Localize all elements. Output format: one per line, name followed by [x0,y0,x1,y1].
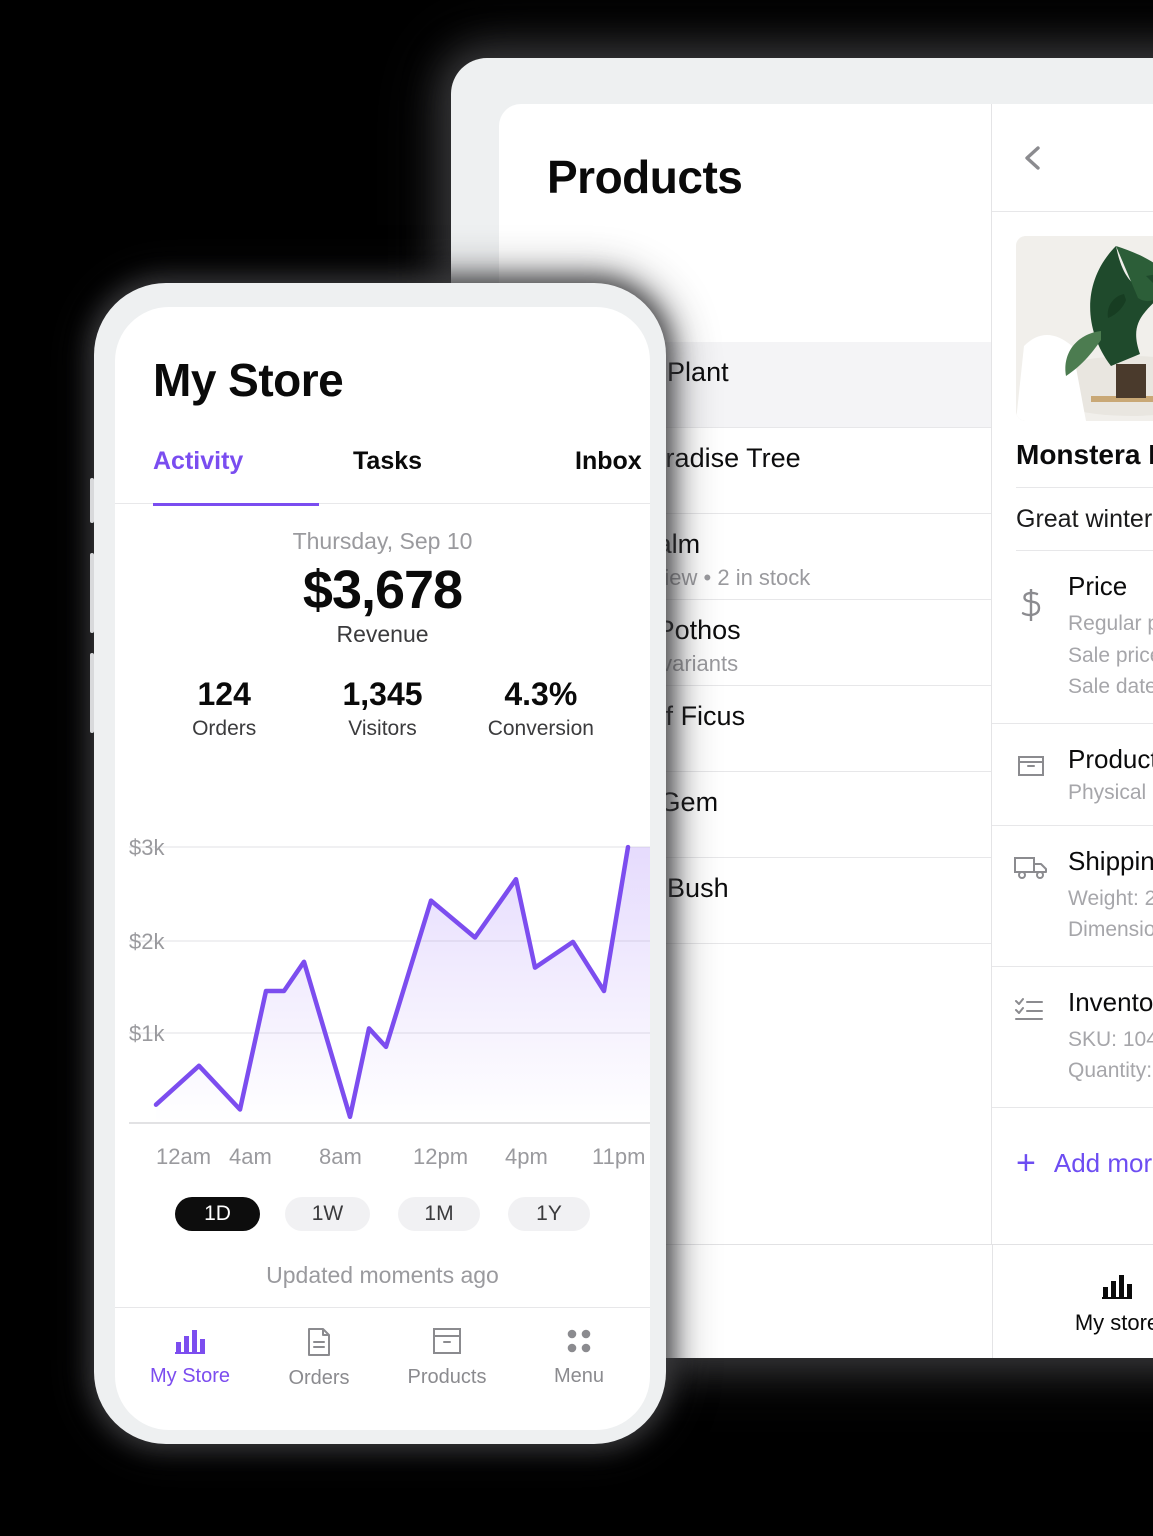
svg-text:8am: 8am [319,1144,362,1169]
svg-text:12pm: 12pm [413,1144,468,1169]
svg-text:$3k: $3k [129,835,165,860]
svg-text:11pm: 11pm [592,1144,645,1169]
svg-text:$1k: $1k [129,1021,165,1046]
svg-text:4pm: 4pm [505,1144,548,1169]
svg-text:4am: 4am [229,1144,272,1169]
svg-text:12am: 12am [156,1144,211,1169]
svg-text:$2k: $2k [129,929,165,954]
